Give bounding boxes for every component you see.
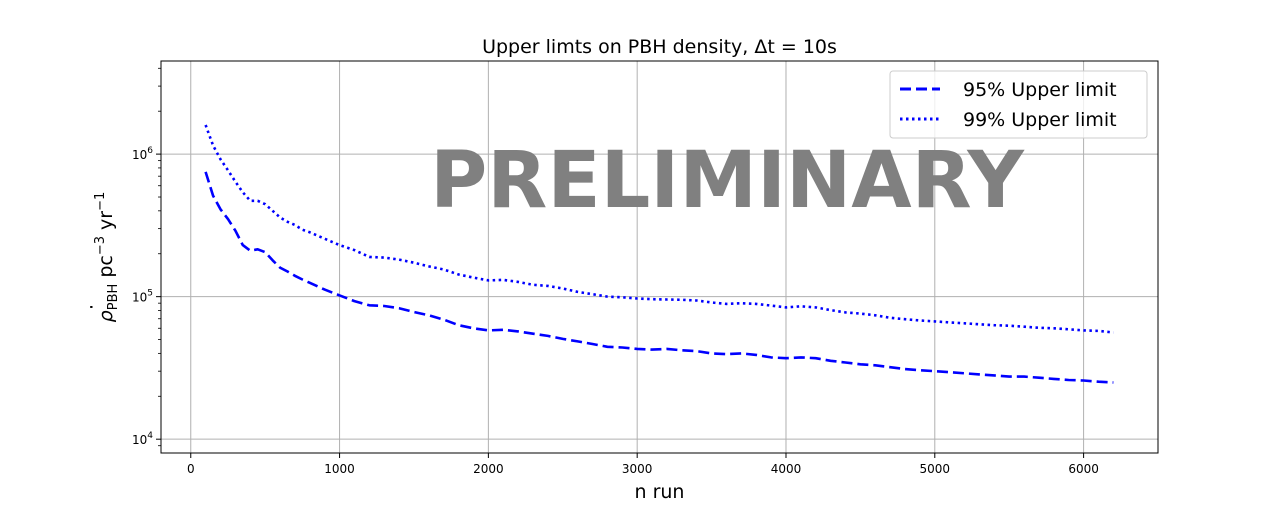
x-tick-label: 1000 <box>324 462 355 476</box>
grid <box>161 61 1158 453</box>
legend-label-95: 95% Upper limit <box>963 79 1117 101</box>
chart-title: Upper limts on PBH density, Δt = 10s <box>482 36 837 58</box>
x-tick-label: 4000 <box>771 462 802 476</box>
y-label-unit1: pc <box>95 255 117 284</box>
title-math: Δt = 10s <box>754 36 837 58</box>
y-label-exp2: −1 <box>93 192 108 211</box>
y-tick-label: 106 <box>132 146 153 162</box>
x-tick-label: 6000 <box>1068 462 1099 476</box>
x-tick-label: 2000 <box>473 462 504 476</box>
y-axis-label: ρPBH pc−3 yr−1 <box>93 192 121 323</box>
y-label-exp1: −3 <box>93 236 108 255</box>
y-label-sub: PBH <box>106 284 121 311</box>
series-layer <box>204 124 1114 384</box>
y-tick-label: 105 <box>132 289 153 305</box>
y-label-unit2: yr <box>95 211 117 236</box>
legend-box <box>889 70 1148 139</box>
x-tick-label: 3000 <box>622 462 653 476</box>
series-line-95 <box>204 171 1114 384</box>
x-tick-label: 0 <box>187 462 195 476</box>
y-axis-label-group: ρPBH pc−3 yr−1 · <box>81 192 121 323</box>
legend: 95% Upper limit 99% Upper limit <box>889 70 1148 139</box>
x-axis-label: n run <box>635 481 685 503</box>
watermark: PRELIMINARY <box>430 136 1025 226</box>
x-tick-label: 5000 <box>920 462 951 476</box>
plot-frame <box>160 60 1159 454</box>
y-label-dot: · <box>81 304 103 310</box>
y-label-rho: ρ <box>95 310 117 322</box>
series-line-99 <box>204 124 1114 334</box>
legend-label-99: 99% Upper limit <box>963 109 1117 131</box>
title-prefix: Upper limts on PBH density, <box>482 36 754 58</box>
ticks: 0 1000 2000 3000 4000 5000 6000 104 105 106 <box>132 67 1099 476</box>
y-tick-label: 104 <box>132 431 153 447</box>
